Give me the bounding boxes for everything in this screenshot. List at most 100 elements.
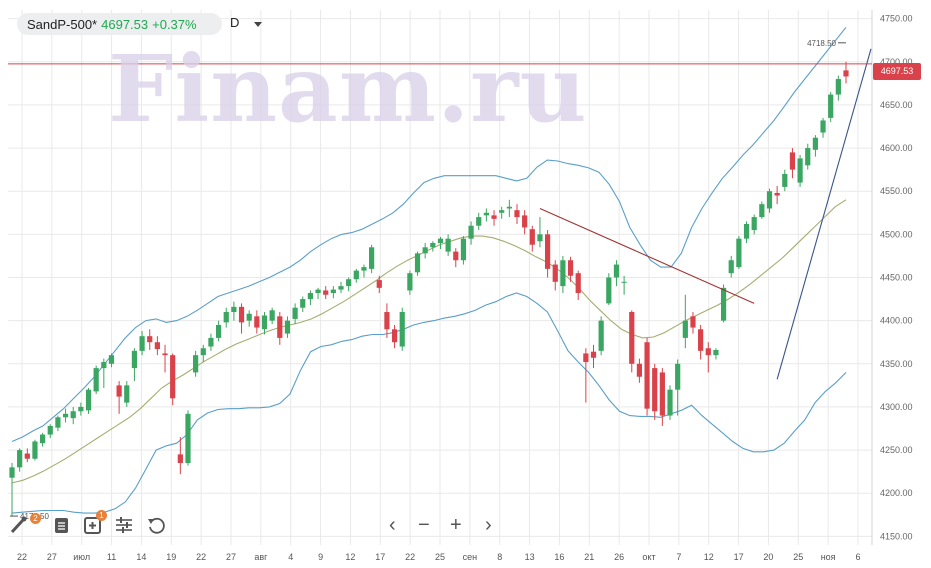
candle-body bbox=[277, 316, 283, 338]
candle-body bbox=[353, 270, 359, 280]
candle-body bbox=[453, 251, 459, 261]
zoom-out-button[interactable]: − bbox=[418, 514, 430, 536]
y-tick-label: 4250.00 bbox=[880, 445, 913, 455]
candle-body bbox=[713, 349, 719, 356]
candle-body bbox=[147, 336, 153, 343]
add-indicator-button[interactable]: 1 bbox=[82, 510, 107, 536]
candle-body bbox=[47, 425, 53, 435]
candle-body bbox=[116, 385, 122, 397]
x-tick-label: окт bbox=[642, 552, 655, 562]
y-tick-label: 4450.00 bbox=[880, 273, 913, 283]
trend-line-up bbox=[776, 48, 872, 380]
candle-body bbox=[636, 363, 643, 377]
x-tick-label: 13 bbox=[525, 552, 535, 562]
candle-body bbox=[759, 204, 765, 218]
candle-body bbox=[177, 454, 183, 464]
zoom-in-button[interactable]: + bbox=[450, 514, 462, 536]
candle-body bbox=[682, 320, 688, 338]
x-tick-label: 22 bbox=[17, 552, 27, 562]
scroll-left-button[interactable]: ‹ bbox=[389, 514, 396, 536]
candle-body bbox=[552, 264, 558, 282]
candle-body bbox=[208, 337, 214, 347]
candle-body bbox=[460, 238, 467, 261]
candle-body bbox=[766, 191, 773, 209]
candle-body bbox=[445, 238, 451, 252]
candle-body bbox=[399, 312, 405, 347]
candle-body bbox=[514, 210, 520, 218]
candle-body bbox=[544, 234, 551, 269]
x-tick-label: июл bbox=[73, 552, 90, 562]
y-tick-label: 4600.00 bbox=[880, 143, 913, 153]
symbol-name: SandP-500* bbox=[27, 16, 98, 32]
y-tick-label: 4550.00 bbox=[880, 186, 913, 196]
candle-body bbox=[644, 342, 650, 409]
candle-body bbox=[269, 310, 275, 321]
scroll-right-button[interactable]: › bbox=[485, 514, 492, 536]
list-icon bbox=[55, 518, 68, 533]
candle-body bbox=[491, 215, 497, 219]
candle-body bbox=[391, 329, 398, 343]
candle-body bbox=[659, 372, 665, 416]
candle-body bbox=[55, 417, 61, 428]
candle-body bbox=[330, 289, 336, 294]
y-tick-label: 4300.00 bbox=[880, 402, 913, 412]
candle-body bbox=[62, 413, 69, 418]
candle-body bbox=[254, 316, 260, 328]
x-tick-label: 26 bbox=[614, 552, 624, 562]
candle-body bbox=[621, 281, 627, 283]
candle-body bbox=[422, 247, 428, 254]
list-button[interactable] bbox=[52, 514, 72, 536]
candle-body bbox=[361, 267, 367, 271]
candle-body bbox=[162, 353, 168, 356]
candle-body bbox=[828, 94, 834, 118]
candle-body bbox=[40, 434, 46, 444]
candle-body bbox=[315, 289, 321, 294]
x-tick-label: 21 bbox=[584, 552, 594, 562]
candle-body bbox=[652, 368, 658, 412]
candle-body bbox=[805, 148, 811, 166]
candle-body bbox=[154, 342, 160, 350]
candle-body bbox=[238, 306, 245, 323]
candle-body bbox=[667, 389, 673, 416]
symbol-header[interactable]: SandP-500* 4697.53 +0.37% bbox=[17, 13, 222, 35]
settings-button[interactable] bbox=[114, 514, 134, 536]
candle-body bbox=[369, 247, 375, 269]
timeframe-label[interactable]: D bbox=[230, 15, 240, 30]
x-tick-label: 6 bbox=[855, 552, 860, 562]
y-tick-label: 4400.00 bbox=[880, 316, 913, 326]
last-price: 4697.53 bbox=[101, 16, 149, 32]
reset-button[interactable] bbox=[146, 514, 166, 536]
candle-body bbox=[468, 225, 474, 239]
candle-body bbox=[284, 320, 291, 334]
candle-body bbox=[575, 273, 581, 294]
x-tick-label: 16 bbox=[554, 552, 564, 562]
candle-body bbox=[537, 234, 543, 242]
candle-body bbox=[820, 120, 826, 133]
candle-body bbox=[78, 406, 84, 412]
candle-body bbox=[376, 280, 382, 288]
candle-body bbox=[9, 467, 15, 478]
draw-tool-button[interactable]: 2 bbox=[8, 513, 41, 536]
candle-body bbox=[193, 355, 199, 373]
candle-body bbox=[185, 413, 191, 464]
y-tick-label: 4500.00 bbox=[880, 229, 913, 239]
candle-body bbox=[108, 355, 115, 364]
x-tick-label: сен bbox=[463, 552, 478, 562]
candle-body bbox=[170, 355, 176, 399]
x-tick-label: 8 bbox=[497, 552, 502, 562]
chevron-down-icon[interactable] bbox=[254, 22, 262, 27]
x-tick-label: 12 bbox=[704, 552, 714, 562]
x-tick-label: 14 bbox=[136, 552, 146, 562]
pencil-icon bbox=[10, 516, 27, 534]
undo-icon bbox=[148, 517, 165, 534]
y-tick-label: 4350.00 bbox=[880, 359, 913, 369]
x-tick-label: ноя bbox=[821, 552, 836, 562]
x-tick-label: 25 bbox=[793, 552, 803, 562]
candle-body bbox=[346, 279, 352, 287]
x-tick-label: 19 bbox=[166, 552, 176, 562]
candle-body bbox=[476, 217, 482, 226]
price-change: +0.37% bbox=[152, 16, 197, 32]
x-tick-label: 7 bbox=[676, 552, 681, 562]
